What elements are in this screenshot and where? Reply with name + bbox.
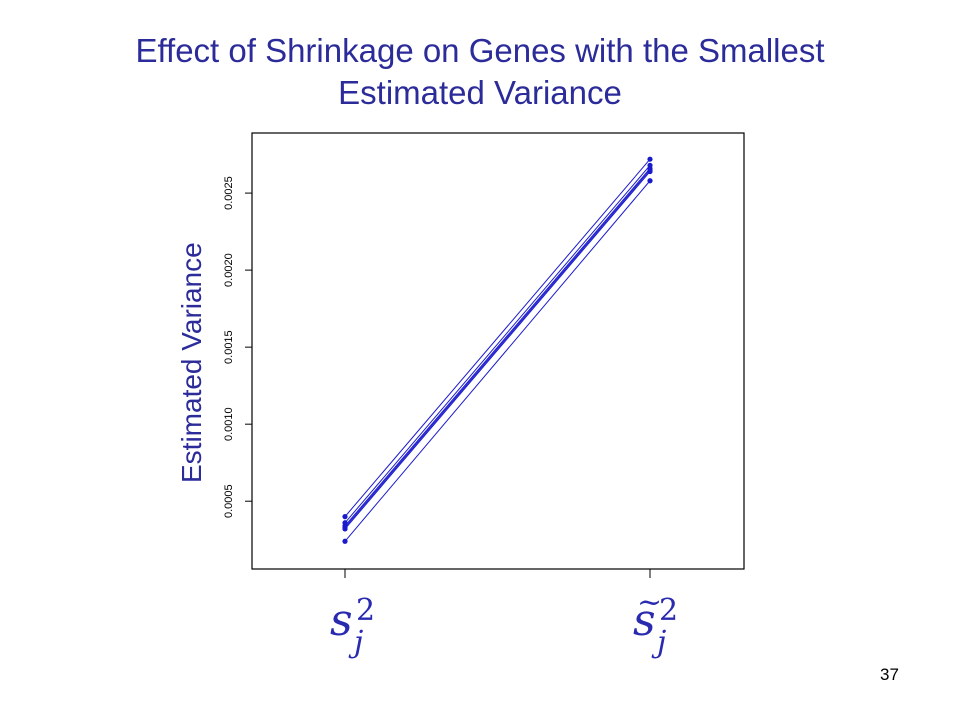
slide-title-line-1: Effect of Shrinkage on Genes with the Sm… bbox=[135, 32, 825, 69]
y-tick-label: 0.0015 bbox=[223, 330, 235, 364]
y-tick-label: 0.0025 bbox=[223, 176, 235, 210]
series-line bbox=[344, 158, 651, 517]
series-line bbox=[344, 171, 651, 530]
series-line bbox=[344, 169, 651, 528]
slide-title: Effect of Shrinkage on Genes with the Sm… bbox=[60, 30, 900, 114]
y-axis-label: Estimated Variance bbox=[176, 242, 207, 483]
series-line bbox=[344, 165, 651, 524]
x-cat-2-sup: 2 bbox=[659, 593, 679, 628]
page-number: 37 bbox=[880, 665, 899, 684]
y-tick-label: 0.0010 bbox=[223, 407, 235, 441]
y-tick-label: 0.0005 bbox=[223, 484, 235, 518]
slide-title-line-2: Estimated Variance bbox=[338, 74, 622, 111]
x-cat-1-sup: 2 bbox=[356, 593, 376, 628]
data-point bbox=[647, 178, 653, 184]
x-category-label-shrunk-variance: ~ s 2 j bbox=[633, 585, 678, 660]
x-cat-1-sub: j bbox=[354, 625, 364, 660]
data-point bbox=[342, 526, 348, 532]
x-cat-2-sub: j bbox=[657, 625, 667, 660]
y-tick-label: 0.0020 bbox=[223, 253, 235, 287]
series-line bbox=[344, 168, 651, 527]
x-category-label-raw-variance: s 2 j bbox=[330, 593, 375, 660]
series-line bbox=[344, 180, 651, 542]
x-cat-2-tilde: ~ bbox=[637, 585, 663, 620]
x-cat-2-base: s bbox=[633, 595, 656, 646]
plot-frame bbox=[251, 132, 745, 570]
x-cat-1-base: s bbox=[330, 595, 353, 646]
data-point bbox=[342, 538, 348, 544]
data-point bbox=[647, 156, 653, 162]
data-point bbox=[647, 168, 653, 175]
data-point bbox=[342, 514, 348, 520]
